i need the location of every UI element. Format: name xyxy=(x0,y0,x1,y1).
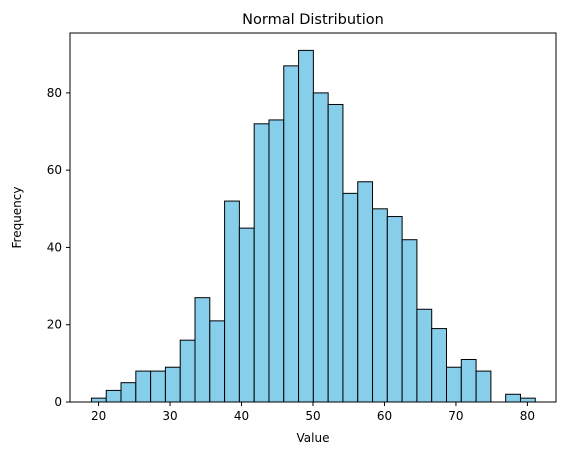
plot-frame xyxy=(69,32,557,403)
histogram-bar xyxy=(238,227,255,403)
x-axis-ticks: 20 30 40 50 60 70 80 xyxy=(91,402,535,423)
histogram-bar xyxy=(194,297,211,403)
histogram-bar xyxy=(179,339,196,403)
histogram-bar xyxy=(283,65,300,403)
histogram-bar xyxy=(164,366,181,403)
histogram-bar xyxy=(519,397,536,403)
histogram-bar xyxy=(120,382,137,403)
histogram-bar xyxy=(416,308,433,403)
x-tick-label: 30 xyxy=(162,409,177,423)
x-tick-label: 80 xyxy=(520,409,535,423)
histogram-bar xyxy=(446,366,462,403)
bars-group xyxy=(90,49,536,403)
y-tick-label: 0 xyxy=(54,395,62,409)
histogram-bar xyxy=(342,192,359,403)
y-axis-ticks: 0 20 40 60 80 xyxy=(47,86,70,409)
histogram-bar xyxy=(135,370,152,403)
y-tick-label: 20 xyxy=(47,318,62,332)
histogram-bar xyxy=(150,370,166,403)
y-tick-label: 80 xyxy=(47,86,62,100)
histogram-bar xyxy=(401,239,418,403)
histogram-bar xyxy=(224,200,240,403)
histogram-bar xyxy=(298,49,314,403)
y-tick-label: 40 xyxy=(47,240,62,254)
x-tick-label: 60 xyxy=(377,409,392,423)
chart-title: Normal Distribution xyxy=(242,12,384,28)
histogram-bar xyxy=(253,123,270,403)
histogram-bar xyxy=(431,328,448,403)
x-tick-label: 70 xyxy=(448,409,463,423)
x-tick-label: 20 xyxy=(91,409,106,423)
histogram-bar xyxy=(372,208,388,403)
histogram-bar xyxy=(505,393,521,403)
histogram-bar xyxy=(312,92,329,403)
y-axis-label: Frequency xyxy=(10,187,24,249)
x-tick-label: 50 xyxy=(305,409,320,423)
histogram-bar xyxy=(357,181,374,403)
x-axis-label: Value xyxy=(297,431,330,445)
x-tick-label: 40 xyxy=(234,409,249,423)
histogram-bar xyxy=(386,216,403,403)
histogram-bar xyxy=(460,358,477,403)
histogram-bar xyxy=(90,397,107,403)
y-tick-label: 60 xyxy=(47,163,62,177)
histogram-bar xyxy=(209,320,226,403)
histogram-bar xyxy=(105,389,122,403)
histogram-bar xyxy=(268,119,285,403)
histogram-bar xyxy=(475,370,492,403)
histogram-bar xyxy=(327,103,344,403)
